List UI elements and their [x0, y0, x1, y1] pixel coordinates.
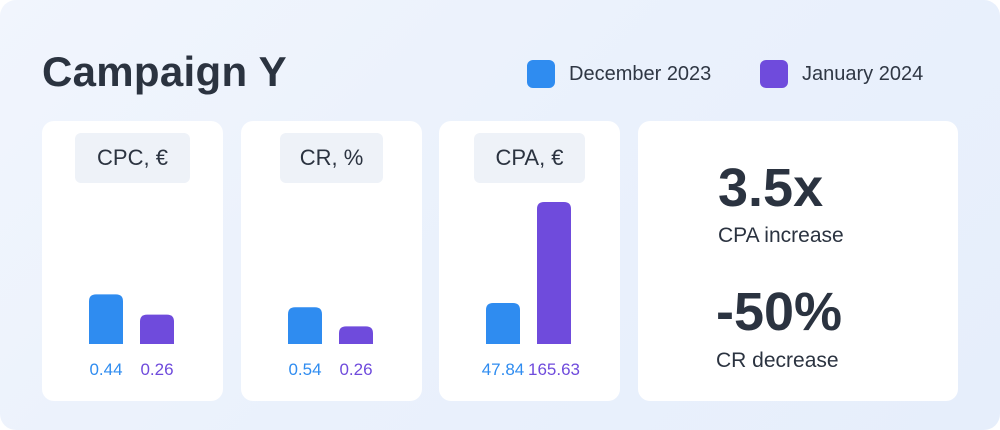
page-title: Campaign Y: [42, 48, 287, 95]
cpc-chart-title: CPC, €: [75, 133, 190, 183]
legend-item-dec: December 2023: [527, 60, 711, 88]
cpc-bar-chart: 0.44 0.26: [89, 294, 174, 379]
cr-bar-jan: [339, 326, 373, 344]
cpa-bar-dec: [486, 302, 520, 344]
legend-swatch-dec: [527, 60, 555, 88]
cpa-chart-card: CPA, € 47.84 165.63: [439, 121, 620, 401]
legend-swatch-jan: [760, 60, 788, 88]
cr-value-label-jan: 0.26: [339, 360, 372, 379]
legend-item-jan: January 2024: [760, 60, 923, 88]
legend-label-dec: December 2023: [569, 62, 712, 85]
cpc-chart-card: CPC, € 0.44 0.26: [42, 121, 223, 401]
cpc-value-label-dec: 0.44: [89, 360, 122, 379]
cr-value-label-dec: 0.54: [288, 360, 321, 379]
cpa-value-label-jan: 165.63: [528, 360, 580, 379]
cpc-value-label-jan: 0.26: [140, 360, 173, 379]
cr-bar-dec: [288, 307, 322, 344]
cpa-increase-label: CPA increase: [718, 224, 844, 247]
cr-chart-title: CR, %: [280, 133, 383, 183]
kpi-card: 3.5x CPA increase -50% CR decrease: [638, 121, 958, 401]
cpa-value-label-dec: 47.84: [482, 360, 525, 379]
cpa-chart-title: CPA, €: [474, 133, 585, 183]
cr-decrease-label: CR decrease: [716, 349, 839, 372]
legend-label-jan: January 2024: [802, 62, 924, 85]
cpa-bar-jan: [537, 202, 571, 344]
cpa-bar-chart: 47.84 165.63: [482, 202, 580, 379]
cpa-increase-value: 3.5x: [718, 158, 824, 218]
cr-chart-card: CR, % 0.54 0.26: [241, 121, 422, 401]
cr-bar-chart: 0.54 0.26: [288, 307, 373, 379]
cpc-bar-jan: [140, 314, 174, 344]
cpc-bar-dec: [89, 294, 123, 344]
cr-decrease-value: -50%: [716, 282, 843, 342]
